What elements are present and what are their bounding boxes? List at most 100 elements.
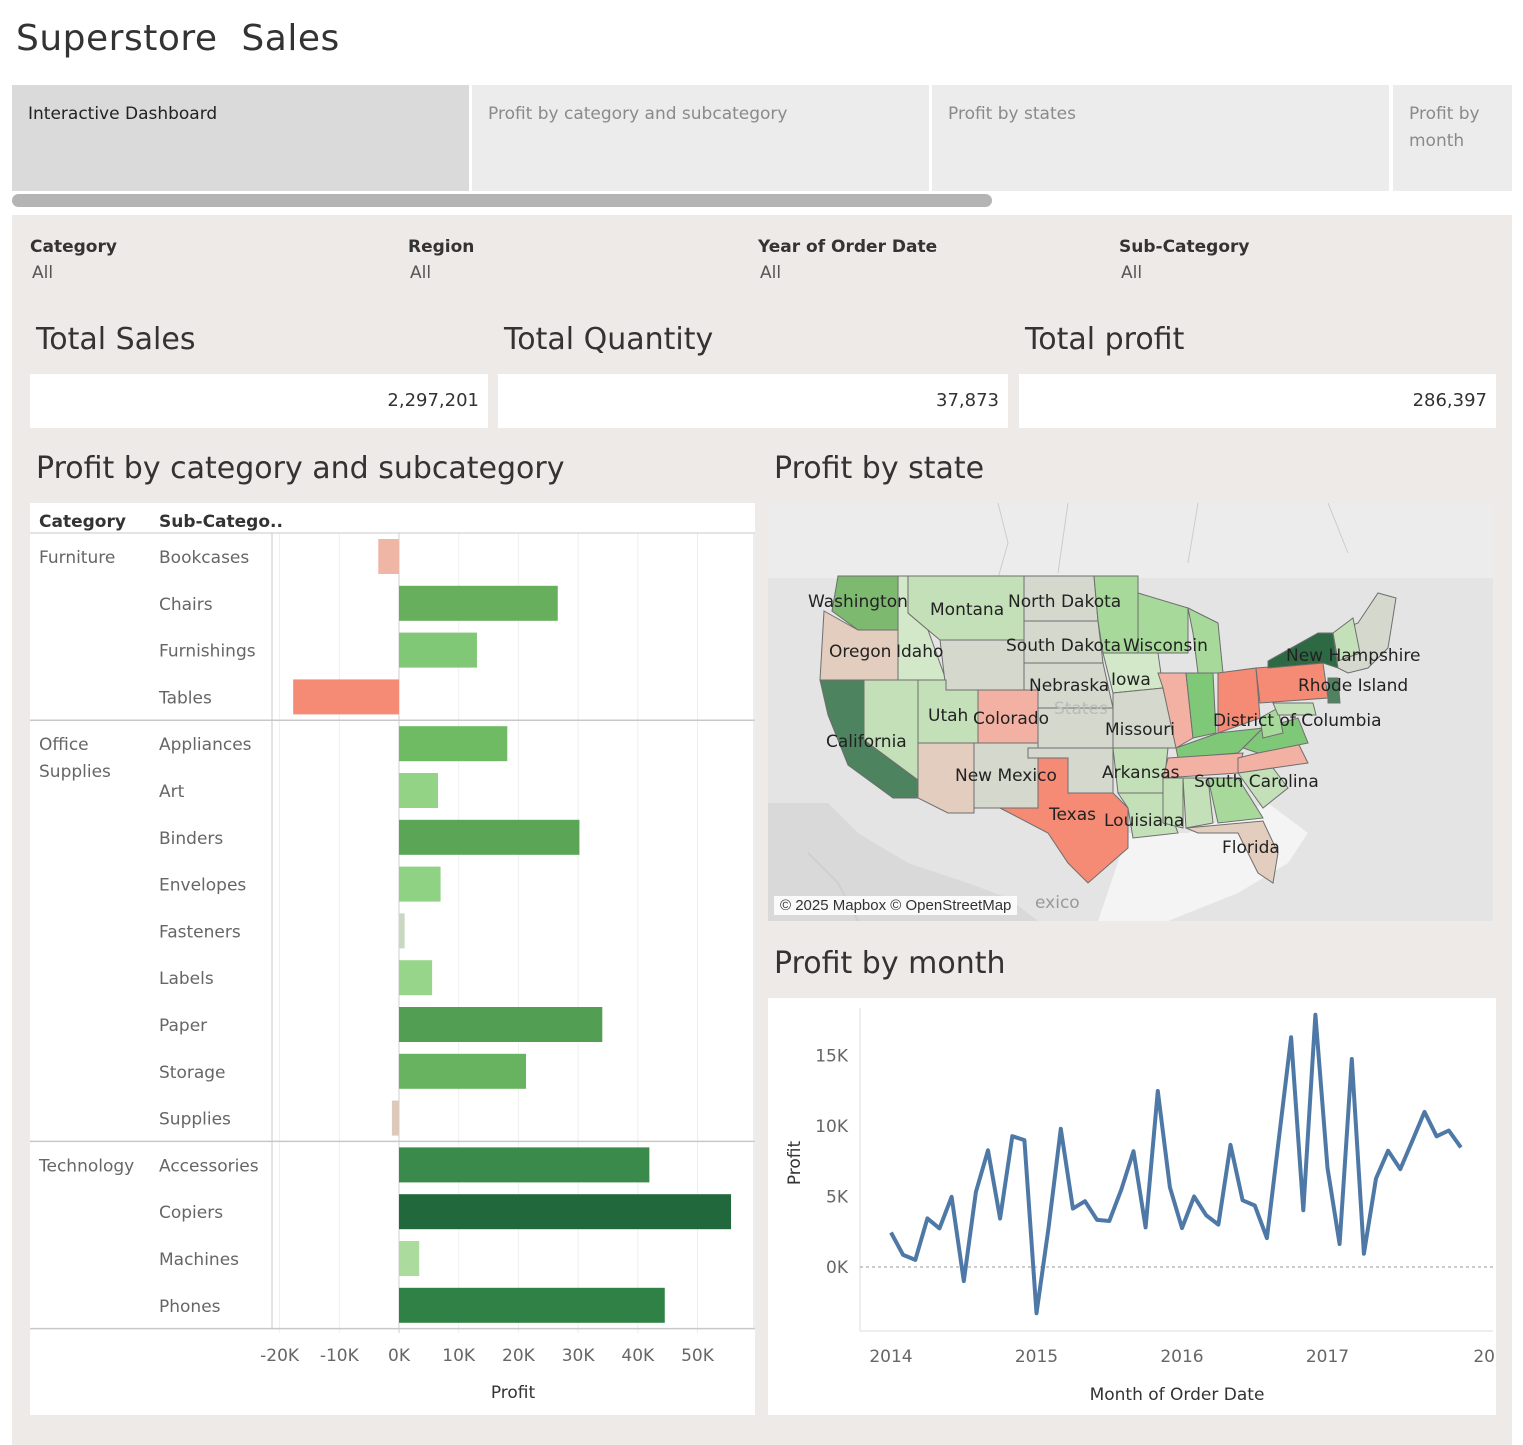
subcategory-label: Machines (159, 1250, 239, 1270)
bar-labels[interactable] (399, 960, 433, 996)
map-mexico-area (768, 803, 1038, 921)
profit-state-map[interactable]: Washington Montana North Dakota Oregon I… (768, 503, 1493, 921)
state-texas[interactable] (999, 757, 1129, 884)
bar-fasteners[interactable] (399, 913, 405, 949)
state-west-virginia[interactable] (1259, 707, 1284, 739)
x-tick-label: -20K (260, 1346, 300, 1366)
map-label-utah: Utah (928, 706, 968, 726)
profit-month-chart[interactable]: 0K 5K 10K 15K 2014 2015 2016 2017 2018 Profit Mont… (768, 998, 1517, 1415)
map-label-florida: Florida (1222, 838, 1280, 858)
kpi-total-profit-title: Total profit (1025, 322, 1185, 357)
y-tick-label: 10K (815, 1117, 849, 1137)
bar-bookcases[interactable] (378, 539, 399, 574)
bar-supplies[interactable] (391, 1100, 399, 1136)
subcategory-label: Labels (159, 969, 214, 989)
filter-region-value[interactable]: All (410, 263, 432, 283)
kpi-total-sales-value: 2,297,201 (30, 374, 488, 428)
state-mississippi[interactable] (1162, 777, 1184, 829)
tab-profit-by-category[interactable]: Profit by category and subcategory (472, 85, 929, 191)
filter-category: Category All (30, 237, 117, 283)
month-line-svg[interactable]: 0K 5K 10K 15K 2014 2015 2016 2017 2018 Profit Mont… (768, 998, 1517, 1415)
kpi-total-quantity-value: 37,873 (498, 374, 1008, 428)
map-label-california: California (826, 732, 907, 752)
bar-storage[interactable] (399, 1053, 527, 1089)
map-canada-area (768, 503, 1493, 578)
state-vermont-nh[interactable] (1332, 617, 1361, 662)
map-label-texas: Texas (1048, 805, 1096, 825)
tab-profit-by-month[interactable]: Profit by month (1393, 85, 1512, 191)
state-illinois[interactable] (1157, 672, 1194, 749)
kpi-total-sales-title: Total Sales (36, 322, 196, 357)
category-label: Office (39, 735, 89, 755)
profit-line[interactable] (889, 1012, 1463, 1316)
tab-profit-by-states[interactable]: Profit by states (932, 85, 1389, 191)
map-state-labels: Washington Montana North Dakota Oregon I… (808, 592, 1420, 913)
tab-interactive-dashboard[interactable]: Interactive Dashboard (12, 85, 469, 191)
map-label-washington: Washington (808, 592, 908, 612)
x-tick-label: 30K (562, 1346, 596, 1366)
x-tick-label: 2016 (1160, 1347, 1203, 1367)
filter-category-value[interactable]: All (32, 263, 54, 283)
kpi-total-quantity-title: Total Quantity (504, 322, 714, 357)
state-new-jersey[interactable] (1327, 677, 1341, 704)
x-tick-label: 10K (442, 1346, 476, 1366)
state-map-title: Profit by state (774, 451, 985, 486)
state-arizona[interactable] (917, 742, 975, 814)
filter-year: Year of Order Date All (758, 237, 937, 283)
bar-phones[interactable] (399, 1287, 665, 1323)
bar-envelopes[interactable] (399, 866, 441, 902)
bar-machines[interactable] (399, 1241, 420, 1276)
state-georgia[interactable] (1207, 777, 1264, 824)
bar-paper[interactable] (399, 1007, 603, 1042)
x-tick-label: -10K (320, 1346, 360, 1366)
tabs-scrollbar[interactable] (12, 194, 992, 207)
category-label: Furniture (39, 548, 115, 568)
bar-binders[interactable] (399, 819, 580, 855)
state-florida[interactable] (1185, 820, 1279, 884)
subcategory-label: Furnishings (159, 642, 256, 662)
filter-year-label: Year of Order Date (758, 237, 938, 257)
map-label-states-faded: States (1054, 699, 1108, 719)
state-wisconsin[interactable] (1137, 592, 1189, 654)
bar-chairs[interactable] (399, 585, 558, 621)
y-tick-label: 0K (826, 1258, 849, 1278)
map-label-louisiana: Louisiana (1104, 811, 1184, 831)
filter-subcategory: Sub-Category All (1119, 237, 1250, 283)
subcategory-label: Fasteners (159, 922, 241, 942)
subcategory-label: Chairs (159, 595, 213, 615)
filter-category-label: Category (30, 237, 117, 257)
map-label-north-dakota: North Dakota (1008, 592, 1121, 612)
state-virginia[interactable] (1242, 717, 1309, 754)
bar-accessories[interactable] (399, 1147, 650, 1183)
state-alabama[interactable] (1182, 777, 1214, 829)
map-label-montana: Montana (930, 600, 1004, 620)
bar-tables[interactable] (293, 679, 399, 715)
state-map-svg[interactable]: Washington Montana North Dakota Oregon I… (768, 503, 1493, 921)
filter-subcategory-value[interactable]: All (1121, 263, 1143, 283)
map-label-rhode-island: Rhode Island (1298, 676, 1408, 696)
x-tick-label: 2018 (1473, 1347, 1496, 1367)
state-indiana[interactable] (1185, 672, 1217, 739)
map-label-wisconsin: Wisconsin (1123, 636, 1208, 656)
bar-art[interactable] (399, 773, 438, 808)
category-bar-svg[interactable]: Category Sub-Catego.. Furniture Bookcases Ch… (30, 503, 755, 1415)
state-maryland[interactable] (1272, 702, 1317, 716)
category-bar-chart[interactable]: Category Sub-Catego.. Furniture Bookcases Ch… (30, 503, 755, 1415)
y-tick-label: 5K (826, 1188, 849, 1208)
map-label-mexico-faded: exico (1035, 893, 1080, 913)
bar-appliances[interactable] (399, 726, 508, 762)
map-label-missouri: Missouri (1105, 720, 1175, 740)
x-axis-title: Profit (491, 1383, 536, 1403)
map-border-lines (997, 503, 1349, 579)
bar-furnishings[interactable] (399, 632, 477, 668)
map-label-oregon: Oregon (829, 642, 891, 662)
map-credit[interactable]: © 2025 Mapbox © OpenStreetMap (774, 896, 1018, 915)
category-label: Technology (38, 1156, 134, 1176)
filter-year-value[interactable]: All (760, 263, 782, 283)
dashboard: Category All Region All Year of Order Da… (12, 215, 1517, 1445)
bar-copiers[interactable] (399, 1194, 732, 1230)
x-tick-label: 0K (388, 1346, 411, 1366)
sheet-tabs: Interactive Dashboard Profit by category… (12, 85, 1512, 191)
subcategory-label: Paper (159, 1016, 207, 1036)
map-label-south-carolina: South Carolina (1194, 772, 1319, 792)
